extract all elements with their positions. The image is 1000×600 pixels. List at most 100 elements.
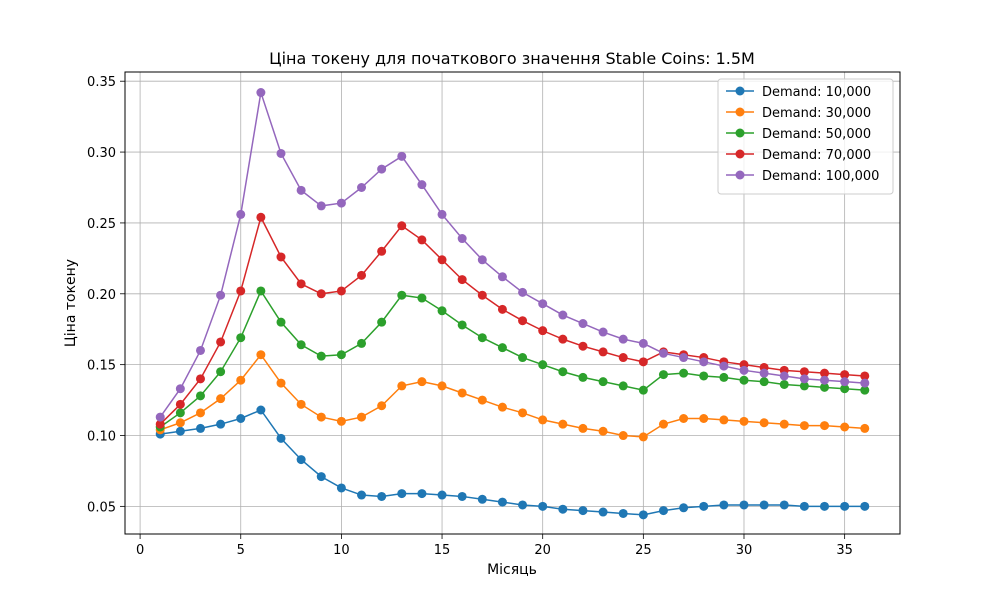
data-point <box>739 375 749 385</box>
x-tick-label: 25 <box>635 543 652 558</box>
data-point <box>296 185 306 195</box>
legend-marker <box>735 170 745 180</box>
data-point <box>236 333 246 343</box>
data-point <box>477 255 487 265</box>
y-tick-label: 0.30 <box>87 146 116 161</box>
data-point <box>497 343 507 353</box>
x-tick-label: 15 <box>434 543 451 558</box>
data-point <box>840 370 850 380</box>
legend-label: Demand: 50,000 <box>762 127 871 142</box>
data-point <box>538 299 548 309</box>
data-point <box>236 414 246 423</box>
data-point <box>860 371 870 381</box>
legend-label: Demand: 100,000 <box>762 169 879 184</box>
y-tick-label: 0.25 <box>87 217 116 232</box>
data-point <box>799 381 809 391</box>
data-point <box>276 252 286 262</box>
data-point <box>256 88 266 98</box>
data-point <box>377 401 387 411</box>
data-point <box>397 151 407 161</box>
data-point <box>477 290 487 300</box>
data-point <box>457 234 467 244</box>
data-point <box>296 399 306 409</box>
data-point <box>397 381 407 391</box>
data-point <box>820 382 830 392</box>
legend-marker <box>735 107 745 117</box>
data-point <box>175 408 185 418</box>
data-point <box>578 506 588 516</box>
data-point <box>820 501 830 511</box>
data-point <box>357 490 367 500</box>
y-tick-label: 0.15 <box>87 359 116 374</box>
data-point <box>779 500 789 510</box>
data-point <box>377 317 387 327</box>
data-point <box>739 500 749 510</box>
data-point <box>175 384 185 394</box>
data-point <box>216 290 226 300</box>
y-tick-label: 0.20 <box>87 288 116 303</box>
data-point <box>437 381 447 391</box>
data-point <box>779 371 789 381</box>
data-point <box>175 426 185 436</box>
data-point <box>799 367 809 377</box>
data-point <box>618 508 628 518</box>
data-point <box>417 377 427 387</box>
data-point <box>316 472 326 482</box>
data-point <box>860 378 870 388</box>
series-group <box>155 405 870 520</box>
data-point <box>840 377 850 387</box>
data-point <box>195 374 205 384</box>
data-point <box>699 501 709 511</box>
data-point <box>538 501 548 511</box>
x-tick-label: 35 <box>836 543 853 558</box>
legend-label: Demand: 30,000 <box>762 106 871 121</box>
data-point <box>437 255 447 265</box>
legend-marker <box>735 86 745 96</box>
y-tick-label: 0.05 <box>87 500 116 515</box>
data-point <box>336 483 346 493</box>
data-point <box>658 348 668 358</box>
data-point <box>377 491 387 501</box>
data-point <box>397 290 407 300</box>
data-point <box>457 275 467 285</box>
x-axis-ticks: 0 5 10 15 20 25 30 35 <box>136 534 853 558</box>
data-point <box>558 310 568 320</box>
data-point <box>558 419 568 429</box>
data-point <box>236 209 246 219</box>
data-point <box>719 415 729 425</box>
y-axis-ticks: 0.05 0.10 0.15 0.20 0.25 0.30 0.35 <box>87 75 125 515</box>
data-point <box>759 418 769 428</box>
legend-label: Demand: 70,000 <box>762 148 871 163</box>
y-tick-label: 0.35 <box>87 75 116 90</box>
data-point <box>397 221 407 231</box>
data-point <box>558 367 568 377</box>
data-point <box>840 501 850 511</box>
data-point <box>518 287 528 297</box>
data-point <box>759 368 769 378</box>
data-point <box>477 395 487 405</box>
y-axis-label: Ціна токену <box>63 259 79 347</box>
data-point <box>216 419 226 429</box>
data-point <box>316 412 326 422</box>
data-point <box>759 377 769 387</box>
data-point <box>336 350 346 360</box>
data-point <box>518 408 528 418</box>
x-tick-label: 30 <box>736 543 753 558</box>
data-point <box>256 286 266 296</box>
data-point <box>417 235 427 245</box>
legend: Demand: 10,000 Demand: 30,000 Demand: 50,0… <box>717 78 894 195</box>
legend-marker <box>735 149 745 159</box>
chart-title: Ціна токену для початкового значення Sta… <box>269 49 755 68</box>
data-point <box>538 415 548 425</box>
data-point <box>477 333 487 343</box>
data-point <box>618 334 628 344</box>
data-point <box>437 306 447 316</box>
data-point <box>357 270 367 280</box>
data-point <box>719 372 729 382</box>
data-point <box>437 490 447 500</box>
data-point <box>799 501 809 511</box>
series-group <box>155 212 870 429</box>
data-point <box>276 317 286 327</box>
data-point <box>820 375 830 385</box>
